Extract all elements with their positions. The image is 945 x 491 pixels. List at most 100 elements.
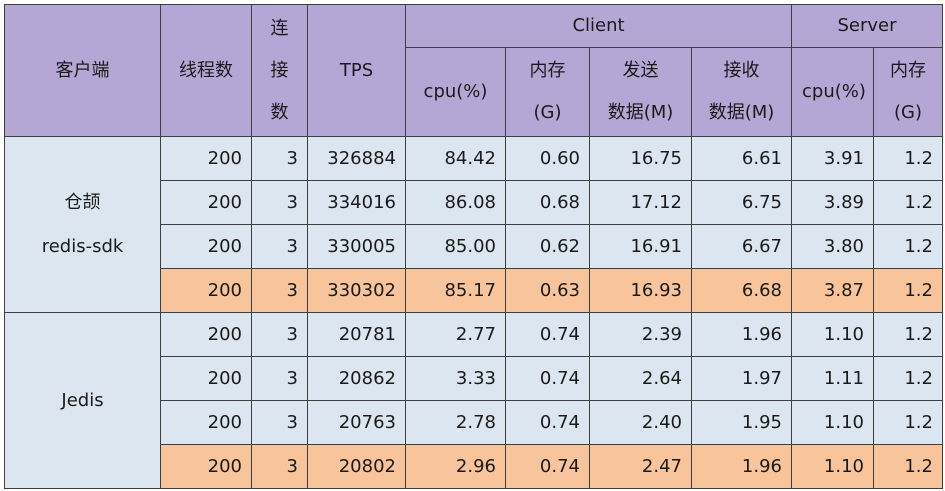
cell-client-send: 16.91 [589, 224, 692, 269]
header-server-mem-line: 内存 [890, 60, 926, 81]
cell-client-recv: 6.61 [691, 136, 792, 181]
cell-connections: 3 [251, 400, 308, 445]
header-client-recv: 接收 数据(M) [691, 47, 792, 137]
cell-threads: 200 [160, 268, 252, 313]
table-row: 200 3 20862 3.33 0.74 2.64 1.97 1.11 1.2 [5, 356, 943, 401]
cell-connections: 3 [251, 444, 308, 489]
cell-client-mem: 0.74 [505, 356, 590, 401]
cell-client-send: 2.47 [589, 444, 692, 489]
header-threads: 线程数 [160, 4, 252, 137]
cell-server-mem: 1.2 [873, 180, 943, 225]
client-name-line: Jedis [61, 389, 104, 411]
table-header: 客户端 线程数 连 接 数 TPS Client Server cpu(%) 内… [4, 4, 943, 137]
cell-client-send: 17.12 [589, 180, 692, 225]
cell-server-cpu: 1.10 [791, 400, 874, 445]
cell-threads: 200 [160, 136, 252, 181]
cell-client-recv: 1.97 [691, 356, 792, 401]
header-client-cpu: cpu(%) [405, 47, 506, 137]
header-tps: TPS [307, 4, 406, 137]
cell-client-recv: 6.67 [691, 224, 792, 269]
cell-connections: 3 [251, 224, 308, 269]
cell-client-mem: 0.60 [505, 136, 590, 181]
cell-client-mem: 0.74 [505, 444, 590, 489]
cell-server-cpu: 1.10 [791, 312, 874, 357]
header-server-mem: 内存 (G) [873, 47, 943, 137]
cell-connections: 3 [251, 136, 308, 181]
cell-server-cpu: 1.11 [791, 356, 874, 401]
header-client-group: Client [405, 4, 792, 48]
cell-tps: 334016 [307, 180, 406, 225]
cell-server-mem: 1.2 [873, 444, 943, 489]
header-connections: 连 接 数 [251, 4, 308, 137]
table-body: 仓颉 redis-sdk 200 3 326884 84.42 0.60 16.75 6.61 3… [4, 136, 943, 489]
cell-server-mem: 1.2 [873, 312, 943, 357]
cell-client-cpu: 3.33 [405, 356, 506, 401]
benchmark-table: 客户端 线程数 连 接 数 TPS Client Server cpu(%) 内… [4, 4, 943, 489]
cell-tps: 20781 [307, 312, 406, 357]
cell-client-send: 2.64 [589, 356, 692, 401]
header-client-recv-line: 接收 [723, 60, 760, 81]
cell-server-mem: 1.2 [873, 356, 943, 401]
cell-client-cpu: 85.17 [405, 268, 506, 313]
header-server-group: Server [791, 4, 943, 48]
client-name-line: redis-sdk [41, 235, 124, 257]
cell-client-mem: 0.68 [505, 180, 590, 225]
cell-client-mem: 0.74 [505, 312, 590, 357]
cell-client-mem: 0.62 [505, 224, 590, 269]
table-row: Jedis 200 3 20781 2.77 0.74 2.39 1.96 1.10 1.2 [4, 312, 943, 489]
cell-client-send: 2.39 [589, 312, 692, 357]
cell-tps: 326884 [307, 136, 406, 181]
header-client-mem-line: 内存 [529, 60, 566, 81]
cell-server-cpu: 3.80 [791, 224, 874, 269]
cell-server-mem: 1.2 [873, 136, 943, 181]
table-row-average: 200 3 20802 2.96 0.74 2.47 1.96 1.10 1.2 [5, 444, 943, 489]
cell-connections: 3 [251, 268, 308, 313]
cell-tps: 20763 [307, 400, 406, 445]
cell-server-cpu: 3.91 [791, 136, 874, 181]
header-server-cpu: cpu(%) [791, 47, 874, 137]
cell-tps: 20802 [307, 444, 406, 489]
cell-threads: 200 [160, 444, 252, 489]
cell-client-cpu: 2.77 [405, 312, 506, 357]
cell-client-cpu: 84.42 [405, 136, 506, 181]
cell-client-recv: 1.95 [691, 400, 792, 445]
cell-connections: 3 [251, 312, 308, 357]
table-row-average: 200 3 330302 85.17 0.63 16.93 6.68 3.87 1.2 [5, 268, 943, 313]
cell-tps: 330005 [307, 224, 406, 269]
header-connections-line: 连 [270, 17, 289, 39]
cell-server-cpu: 1.10 [791, 444, 874, 489]
header-connections-line: 数 [270, 101, 289, 123]
header-client-send: 发送 数据(M) [589, 47, 692, 137]
cell-client-name: 仓颉 redis-sdk [4, 136, 161, 313]
header-client-send-line: 数据(M) [607, 102, 674, 123]
cell-client-name: Jedis [4, 312, 161, 489]
cell-threads: 200 [160, 224, 252, 269]
cell-server-mem: 1.2 [873, 224, 943, 269]
cell-threads: 200 [160, 356, 252, 401]
header-client: 客户端 [4, 4, 161, 137]
cell-connections: 3 [251, 356, 308, 401]
header-client-recv-line: 数据(M) [708, 102, 775, 123]
cell-server-cpu: 3.89 [791, 180, 874, 225]
table-row: 200 3 20763 2.78 0.74 2.40 1.95 1.10 1.2 [5, 400, 943, 445]
cell-tps: 330302 [307, 268, 406, 313]
cell-connections: 3 [251, 180, 308, 225]
cell-client-recv: 6.75 [691, 180, 792, 225]
cell-tps: 20862 [307, 356, 406, 401]
cell-client-mem: 0.63 [505, 268, 590, 313]
table-row: 仓颉 redis-sdk 200 3 326884 84.42 0.60 16.75 6.61 3… [4, 136, 943, 313]
cell-threads: 200 [160, 312, 252, 357]
cell-server-mem: 1.2 [873, 400, 943, 445]
cell-client-cpu: 85.00 [405, 224, 506, 269]
cell-client-recv: 1.96 [691, 312, 792, 357]
cell-client-cpu: 2.96 [405, 444, 506, 489]
cell-client-recv: 1.96 [691, 444, 792, 489]
header-client-send-line: 发送 [622, 60, 659, 81]
cell-client-recv: 6.68 [691, 268, 792, 313]
cell-threads: 200 [160, 400, 252, 445]
cell-client-send: 16.75 [589, 136, 692, 181]
cell-threads: 200 [160, 180, 252, 225]
header-client-mem: 内存 (G) [505, 47, 590, 137]
cell-client-cpu: 86.08 [405, 180, 506, 225]
header-client-mem-line: (G) [533, 102, 562, 123]
